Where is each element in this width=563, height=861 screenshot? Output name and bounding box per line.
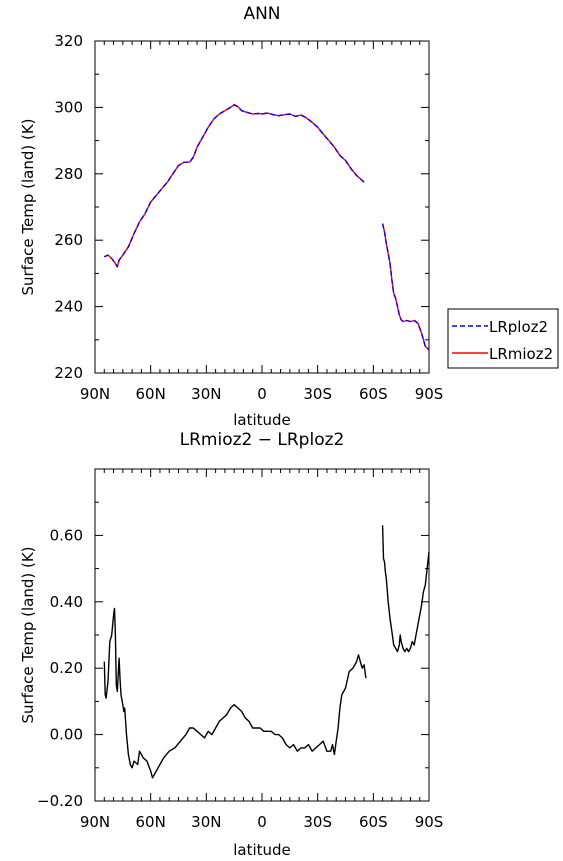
y-tick-label: 0.60 (50, 526, 83, 544)
x-tick-label: 90S (415, 385, 444, 403)
x-tick-label: 90S (415, 813, 444, 831)
y-tick-label: 260 (54, 231, 83, 249)
series-line-diff (103, 607, 367, 779)
plot-frame (94, 40, 430, 374)
x-tick-label: 30N (191, 813, 221, 831)
y-tick-label: 0.00 (50, 726, 83, 744)
x-tick-label: 90N (80, 813, 110, 831)
legend-label-lrmioz2: LRmioz2 (489, 345, 553, 363)
y-tick-label: 280 (54, 165, 83, 183)
x-tick-label: 0 (257, 385, 267, 403)
y-tick-label: 0.40 (50, 593, 83, 611)
x-axis-label: latitude (233, 841, 291, 859)
y-axis-label: Surface Temp (land) (K) (19, 546, 37, 723)
series-line-lrmioz2 (381, 223, 430, 351)
x-tick-label: 60N (136, 385, 166, 403)
x-tick-label: 60S (359, 813, 388, 831)
series-line-lrploz2 (381, 223, 430, 351)
y-tick-label: 300 (54, 98, 83, 116)
chart-top: ANN 90N 60N 30N 0 30S 60S 90S 220 240 260 280 300 320… (19, 4, 559, 429)
x-tick-label: 30S (303, 813, 332, 831)
series-line-diff (381, 525, 430, 653)
y-tick-label: 240 (54, 298, 83, 316)
legend-label-lrploz2: LRploz2 (489, 318, 548, 336)
chart-bottom: LRmioz2 − LRploz2 90N 60N 30N 0 30S 60S 90S −0.2… (19, 430, 443, 859)
x-tick-label: 60S (359, 385, 388, 403)
plot-frame (94, 468, 430, 802)
x-tick-label: 0 (257, 813, 267, 831)
chart-title: ANN (243, 4, 280, 24)
y-tick-label: 320 (54, 32, 83, 50)
y-axis-label: Surface Temp (land) (K) (19, 118, 37, 295)
y-tick-label: 220 (54, 364, 83, 382)
series-line-lrmioz2 (104, 104, 365, 268)
x-tick-label: 30S (303, 385, 332, 403)
x-tick-label: 60N (136, 813, 166, 831)
y-tick-label: 0.20 (50, 659, 83, 677)
x-axis-label: latitude (233, 411, 291, 429)
chart-title: LRmioz2 − LRploz2 (180, 430, 345, 450)
legend-box (447, 308, 559, 369)
x-tick-label: 30N (191, 385, 221, 403)
x-tick-label: 90N (80, 385, 110, 403)
legend: LRploz2 LRmioz2 (447, 308, 559, 369)
series-line-lrploz2 (104, 104, 365, 268)
y-tick-label: −0.20 (37, 792, 83, 810)
